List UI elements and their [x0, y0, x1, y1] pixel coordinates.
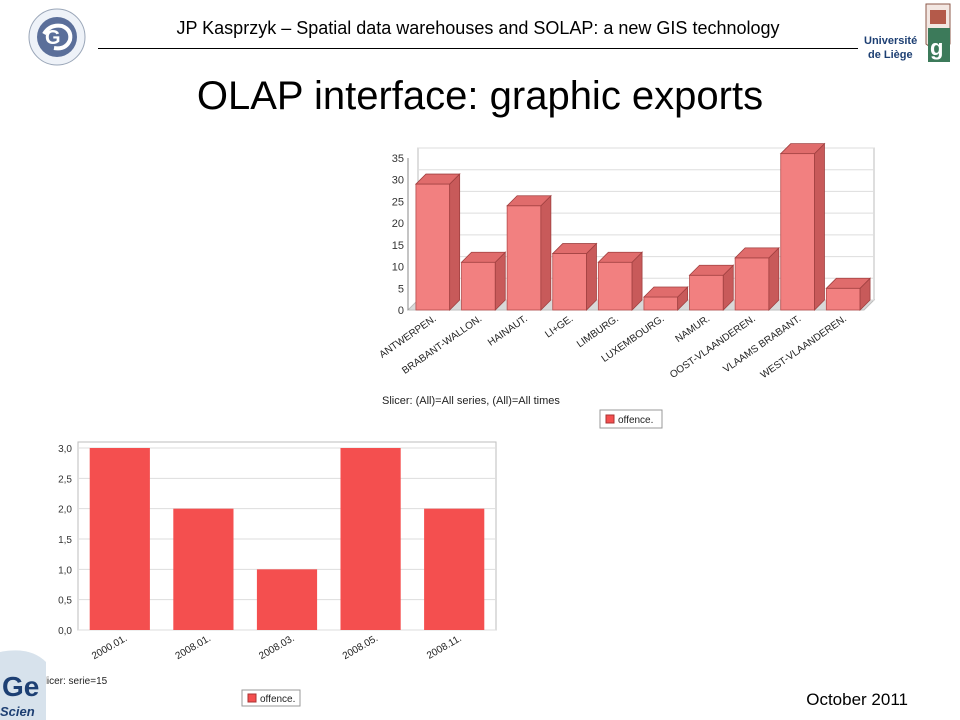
x-tick-label: 2008.05. — [341, 633, 380, 662]
bar — [825, 287, 861, 311]
bar — [173, 508, 234, 630]
x-tick-label: WEST-VLAANDEREN. — [759, 313, 849, 381]
x-tick-label: OOST-VLAANDEREN. — [668, 313, 758, 380]
y-tick-label: 1,0 — [58, 565, 72, 576]
university-name-line1: Université — [864, 35, 917, 47]
x-tick-label: 2000.01. — [90, 633, 129, 662]
y-tick-label: 15 — [392, 240, 404, 252]
geo-science-logo: Ge Scien — [0, 650, 46, 720]
bar-side — [768, 246, 780, 311]
legend-box — [599, 409, 663, 429]
y-tick-label: 5 — [398, 283, 404, 295]
bar-top — [688, 264, 735, 276]
bar-top — [414, 173, 461, 185]
svg-text:g: g — [930, 35, 943, 60]
x-tick-label: HAINAUT. — [486, 313, 530, 348]
x-tick-label: VLAAMS BRABANT. — [721, 313, 803, 375]
slicer-text: Slicer: (All)=All series, (All)=All time… — [382, 395, 560, 407]
bar — [424, 508, 485, 630]
svg-text:Ge: Ge — [2, 671, 39, 702]
x-tick-label: NAMUR. — [673, 313, 712, 345]
universite-de-liege-logo: g Université de Liège — [864, 2, 952, 64]
legend-swatch — [605, 414, 615, 424]
bar — [597, 261, 633, 311]
legend: offence. — [241, 689, 301, 707]
y-tick-label: 3,0 — [58, 444, 72, 455]
legend: offence. — [599, 409, 663, 429]
slide-title: OLAP interface: graphic exports — [196, 74, 764, 118]
y-tick-label: 2,5 — [58, 474, 72, 485]
bar — [461, 261, 496, 311]
y-tick-label: 25 — [392, 196, 404, 208]
bar — [552, 253, 587, 311]
bar — [780, 153, 815, 311]
bar-top — [825, 277, 872, 289]
header-rule — [98, 48, 858, 49]
legend-swatch — [247, 693, 257, 703]
bar-side — [540, 194, 552, 311]
x-tick-label: 2008.01. — [174, 633, 213, 662]
bar — [415, 183, 451, 311]
svg-text:G: G — [45, 27, 61, 49]
bar — [689, 274, 724, 311]
x-tick-label: 2008.03. — [257, 633, 296, 662]
bar — [340, 448, 401, 630]
bar-top — [506, 195, 552, 207]
y-tick-label: 1,5 — [58, 535, 72, 546]
y-tick-label: 0,0 — [58, 626, 72, 637]
geomatics-unit-logo: G — [28, 8, 86, 66]
x-tick-label: LI+GE. — [543, 313, 575, 340]
y-tick-label: 0 — [398, 305, 404, 317]
bar — [89, 448, 150, 630]
bar-top — [460, 251, 507, 263]
y-tick-label: 10 — [392, 262, 404, 274]
y-tick-label: 2,0 — [58, 505, 72, 516]
x-tick-label: BRABANT-WALLON. — [400, 313, 484, 376]
university-name-line2: de Liège — [868, 49, 913, 61]
y-tick-label: 20 — [392, 218, 404, 230]
footer-date: October 2011 — [806, 690, 908, 709]
slicer-text: Slicer: serie=15 — [38, 676, 108, 687]
svg-text:Scien: Scien — [0, 704, 35, 719]
bar-top — [597, 251, 644, 263]
y-tick-label: 35 — [392, 153, 404, 165]
bar — [734, 257, 770, 311]
bar-top — [734, 247, 780, 259]
header-text: JP Kasprzyk – Spatial data warehouses an… — [176, 18, 780, 38]
bar-top — [779, 143, 826, 155]
bar-top — [642, 286, 689, 298]
y-tick-label: 0,5 — [58, 596, 72, 607]
bar-top — [551, 243, 598, 254]
bar-side — [814, 142, 825, 311]
bar — [506, 205, 542, 311]
bar — [643, 296, 679, 311]
y-tick-label: 30 — [392, 175, 404, 187]
legend-label: offence. — [618, 415, 653, 426]
x-tick-label: 2008.11. — [425, 633, 464, 662]
bar-side — [586, 242, 597, 311]
legend-label: offence. — [260, 694, 295, 705]
chart-offences-by-date: 0,0 0,5 1,0 1,5 2,0 2,5 3,0 2000.01. 2008.01. 200… — [38, 441, 497, 707]
bar-side — [449, 173, 461, 311]
bar — [256, 569, 318, 630]
